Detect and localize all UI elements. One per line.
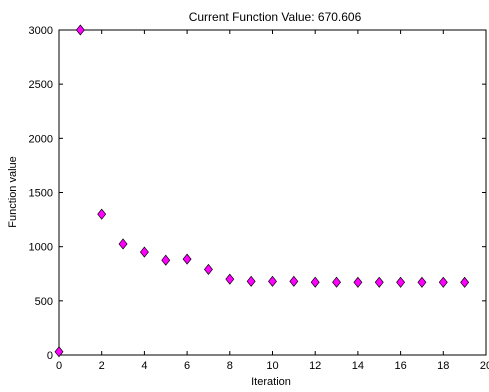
x-tick-label: 20 [480, 360, 489, 372]
y-tick-label: 500 [35, 296, 53, 308]
x-tick-label: 16 [394, 360, 406, 372]
data-point [310, 276, 320, 288]
data-point [353, 276, 363, 288]
data-point [246, 275, 256, 287]
y-tick-label: 1000 [29, 242, 53, 254]
data-point [204, 263, 213, 275]
x-tick-label: 10 [266, 360, 278, 372]
data-point [54, 346, 64, 358]
data-point [417, 276, 427, 288]
data-point [225, 273, 235, 285]
plot-area [58, 29, 487, 356]
x-tick-label: 0 [56, 360, 62, 372]
y-tick-label: 3000 [29, 25, 53, 37]
data-point [289, 275, 299, 287]
data-point [460, 276, 470, 288]
x-axis-label: Iteration [251, 376, 291, 387]
y-tick-label: 1500 [29, 188, 53, 200]
x-tick-label: 14 [352, 360, 364, 372]
y-tick-label: 2000 [29, 133, 53, 145]
y-axis: 0 500 1000 1500 2000 2500 3000 [29, 25, 486, 362]
data-points [54, 24, 470, 358]
x-tick-label: 8 [227, 360, 233, 372]
data-point [161, 254, 171, 266]
x-tick-label: 4 [141, 360, 147, 372]
x-tick-label: 18 [437, 360, 449, 372]
data-point [374, 276, 384, 288]
x-axis: 0 2 4 6 8 10 12 14 16 18 20 [56, 30, 489, 372]
data-point [75, 24, 85, 36]
data-point [97, 208, 107, 220]
data-point [438, 276, 448, 288]
data-point [118, 238, 128, 250]
y-tick-label: 2500 [29, 79, 53, 91]
x-tick-label: 6 [184, 360, 190, 372]
y-axis-label: Function value [7, 156, 19, 228]
chart-title: Current Function Value: 670.606 [189, 10, 362, 24]
data-point [182, 253, 192, 265]
data-point [332, 276, 341, 288]
data-point [139, 246, 149, 258]
data-point [396, 276, 406, 288]
x-tick-label: 2 [99, 360, 105, 372]
data-point [268, 275, 277, 287]
y-tick-label: 0 [47, 350, 53, 362]
x-tick-label: 12 [309, 360, 321, 372]
